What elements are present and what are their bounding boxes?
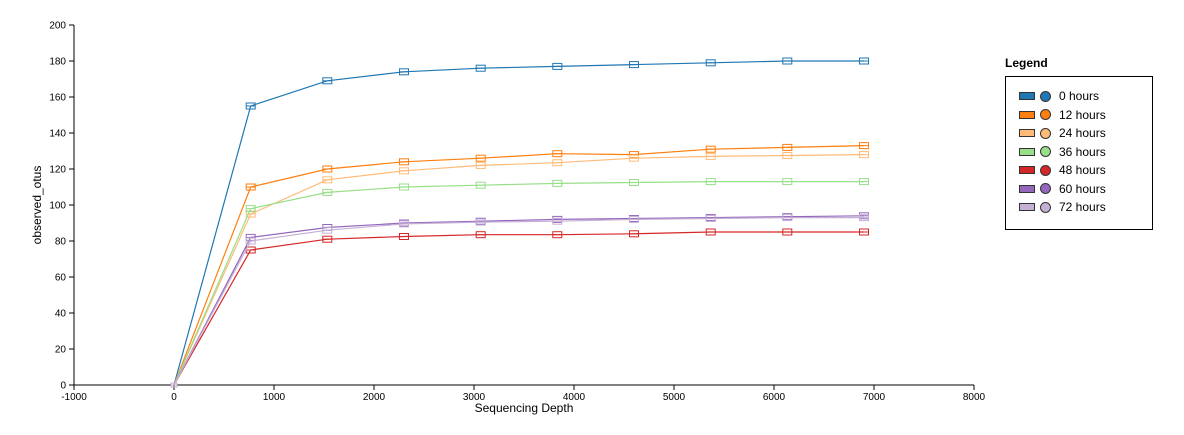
legend-item: 36 hours xyxy=(1006,143,1152,162)
series-line xyxy=(173,181,864,386)
x-tick-label: 3000 xyxy=(463,392,486,403)
series-0-hours xyxy=(170,57,869,388)
legend-item: 0 hours xyxy=(1006,87,1152,106)
legend-swatch-circle xyxy=(1040,146,1051,158)
series-12-hours xyxy=(170,142,869,388)
legend-item: 72 hours xyxy=(1006,198,1152,217)
legend-swatch-circle xyxy=(1040,90,1051,102)
x-tick-label: 4000 xyxy=(563,392,586,403)
y-tick-label: 200 xyxy=(49,21,66,32)
x-tick-label: 5000 xyxy=(663,392,686,403)
series-line xyxy=(173,231,864,386)
series-60-hours xyxy=(170,212,869,388)
legend: Legend 0 hours 12 hours 24 hours 36 hours 48… xyxy=(1005,56,1155,230)
series-line xyxy=(173,60,864,386)
series-line xyxy=(173,154,865,386)
legend-box: 0 hours 12 hours 24 hours 36 hours 48 hours 6… xyxy=(1005,76,1153,230)
legend-swatch-circle xyxy=(1040,127,1051,139)
series-36-hours xyxy=(170,178,869,388)
series-line xyxy=(173,217,864,386)
legend-swatch-rect xyxy=(1019,166,1035,175)
y-tick-label: 140 xyxy=(49,129,66,140)
legend-label: 48 hours xyxy=(1059,163,1106,178)
series-line xyxy=(173,215,865,386)
y-axis-title: observed_otus xyxy=(30,166,44,245)
legend-swatch-circle xyxy=(1040,164,1051,176)
legend-swatch-rect xyxy=(1019,110,1035,119)
x-axis-title: Sequencing Depth xyxy=(475,401,574,415)
legend-item: 24 hours xyxy=(1006,124,1152,143)
series-24-hours xyxy=(170,151,869,388)
x-tick-label: 8000 xyxy=(963,392,986,403)
y-tick-label: 60 xyxy=(55,273,67,284)
y-tick-label: 20 xyxy=(55,345,67,356)
x-tick-label: 0 xyxy=(171,392,177,403)
y-tick-label: 80 xyxy=(55,237,67,248)
legend-swatch-rect xyxy=(1019,203,1035,212)
legend-swatch-circle xyxy=(1040,183,1051,195)
y-tick-label: 160 xyxy=(49,93,66,104)
legend-item: 60 hours xyxy=(1006,180,1152,199)
y-tick-label: 120 xyxy=(49,165,66,176)
legend-label: 60 hours xyxy=(1059,181,1106,196)
legend-swatch-circle xyxy=(1040,109,1051,121)
x-tick-label: 1000 xyxy=(263,392,286,403)
x-tick-label: 6000 xyxy=(763,392,786,403)
series-72-hours xyxy=(170,214,869,388)
legend-swatch-rect xyxy=(1019,184,1035,193)
legend-swatch-rect xyxy=(1019,147,1035,156)
legend-swatch-rect xyxy=(1019,129,1035,138)
y-tick-label: 100 xyxy=(49,201,66,212)
legend-item: 12 hours xyxy=(1006,106,1152,125)
legend-swatch-circle xyxy=(1040,201,1051,213)
series-48-hours xyxy=(170,228,869,388)
series-layer xyxy=(170,57,869,388)
legend-label: 36 hours xyxy=(1059,144,1106,159)
series-line xyxy=(173,145,865,386)
legend-title: Legend xyxy=(1005,56,1048,70)
y-tick-label: 40 xyxy=(55,309,67,320)
legend-label: 72 hours xyxy=(1059,200,1106,215)
x-tick-label: 2000 xyxy=(363,392,386,403)
x-tick-label: 7000 xyxy=(863,392,886,403)
y-tick-label: 180 xyxy=(49,57,66,68)
axes: -1000 0 1000 2000 3000 4000 5000 6000 7000 800002… xyxy=(49,21,985,404)
legend-swatch-rect xyxy=(1019,92,1035,101)
legend-label: 24 hours xyxy=(1059,126,1106,141)
y-tick-label: 0 xyxy=(60,381,66,392)
legend-label: 12 hours xyxy=(1059,107,1106,122)
legend-label: 0 hours xyxy=(1059,89,1100,104)
legend-item: 48 hours xyxy=(1006,161,1152,180)
x-tick-label: -1000 xyxy=(61,392,87,403)
